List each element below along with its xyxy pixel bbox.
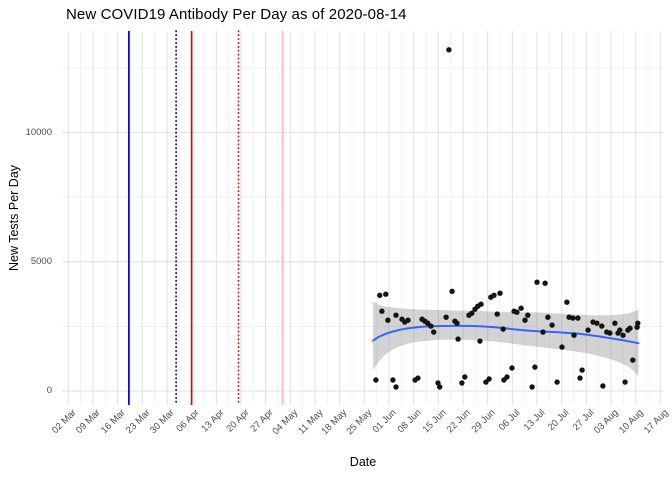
- data-point: [455, 336, 461, 342]
- data-point: [634, 324, 640, 330]
- data-point: [497, 290, 503, 296]
- data-point: [607, 330, 613, 336]
- data-point: [393, 384, 399, 390]
- data-point: [620, 332, 626, 338]
- data-point: [462, 374, 468, 380]
- chart-title: New COVID19 Antibody Per Day as of 2020-…: [66, 6, 407, 23]
- y-tick-label: 10000: [25, 126, 52, 138]
- data-point: [373, 377, 379, 383]
- data-point: [545, 314, 551, 320]
- data-point: [390, 377, 396, 383]
- data-point: [571, 332, 577, 338]
- data-point: [585, 327, 591, 333]
- data-point: [554, 379, 560, 385]
- data-point: [570, 315, 576, 321]
- y-axis-title: New Tests Per Day: [7, 164, 21, 272]
- data-point: [575, 315, 581, 321]
- data-point: [630, 357, 636, 363]
- data-point: [612, 320, 618, 326]
- data-point: [385, 317, 391, 323]
- data-point: [635, 320, 641, 326]
- data-point: [443, 314, 449, 320]
- data-point: [393, 312, 399, 318]
- data-point: [525, 312, 531, 318]
- data-point: [622, 379, 628, 385]
- data-point: [469, 310, 475, 316]
- data-point: [518, 305, 524, 311]
- data-point: [564, 299, 570, 305]
- data-point: [500, 326, 506, 332]
- data-point: [415, 375, 421, 381]
- y-tick-label: 0: [46, 385, 52, 396]
- data-point: [486, 376, 492, 382]
- data-point: [599, 323, 605, 329]
- data-point: [383, 291, 389, 297]
- data-point: [504, 374, 510, 380]
- data-point: [454, 320, 460, 326]
- data-point: [428, 323, 434, 329]
- data-point: [522, 317, 528, 323]
- data-point: [617, 327, 623, 333]
- data-point: [446, 47, 452, 53]
- data-point: [532, 364, 538, 370]
- data-point: [377, 292, 383, 298]
- data-point: [437, 384, 443, 390]
- data-point: [542, 280, 548, 286]
- data-point: [379, 308, 385, 314]
- data-point: [478, 301, 484, 307]
- data-point: [579, 367, 585, 373]
- data-point: [431, 329, 437, 335]
- smooth-line: [372, 324, 640, 345]
- x-axis-title: Date: [349, 455, 377, 469]
- data-point: [594, 320, 600, 326]
- data-point: [540, 329, 546, 335]
- data-point: [494, 311, 500, 317]
- data-point: [477, 338, 483, 344]
- data-point: [577, 375, 583, 381]
- data-point: [559, 344, 565, 350]
- data-point: [529, 384, 535, 390]
- y-tick-label: 5000: [30, 255, 52, 267]
- data-point: [459, 380, 465, 386]
- data-point: [509, 365, 515, 371]
- data-point: [405, 317, 411, 323]
- data-point: [600, 383, 606, 389]
- data-point: [514, 309, 520, 315]
- data-point: [449, 288, 455, 294]
- data-point: [627, 325, 633, 331]
- data-point: [534, 279, 540, 285]
- data-point: [549, 322, 555, 328]
- data-point: [491, 292, 497, 298]
